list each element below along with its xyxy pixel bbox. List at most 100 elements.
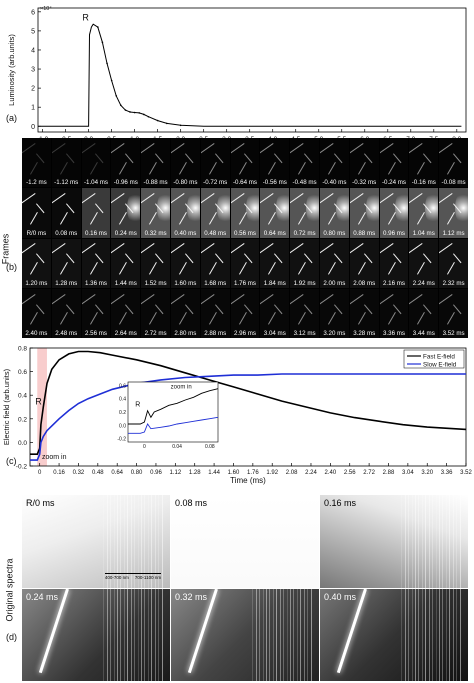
- channel-glow: [395, 190, 409, 226]
- frame-time-label: 2.16 ms: [382, 279, 405, 287]
- lightning-channel: [149, 312, 158, 325]
- spectral-line: [127, 495, 129, 588]
- inset-y-tick-label: 0.2: [119, 410, 126, 416]
- video-frame: -1.2 ms: [22, 138, 51, 188]
- lightning-channel: [439, 142, 453, 155]
- x-tick-label: 0.16: [53, 470, 65, 476]
- lightning-channel: [149, 262, 158, 275]
- video-frame: 1.36 ms: [81, 238, 111, 288]
- video-frame: 1.20 ms: [22, 238, 51, 288]
- x-tick-label: 1.44: [208, 470, 220, 476]
- spectral-line: [113, 588, 115, 681]
- lightning-channel: [319, 142, 334, 155]
- lightning-channel: [298, 262, 307, 275]
- inset-y-tick-label: 0.6: [119, 383, 126, 389]
- lightning-channel: [327, 262, 336, 275]
- video-frame: 1.68 ms: [200, 238, 230, 288]
- lightning-channel: [178, 211, 187, 225]
- frame-time-label: -0.96 ms: [113, 179, 138, 187]
- spectral-line: [279, 588, 281, 681]
- video-frame: -0.56 ms: [260, 138, 290, 188]
- spectral-line: [408, 495, 410, 588]
- frame-time-label: 0.56 ms: [233, 229, 256, 237]
- spectral-line: [276, 588, 278, 681]
- frame-time-label: 2.64 ms: [114, 330, 137, 337]
- data-point: [97, 26, 99, 28]
- video-frame: 3.28 ms: [349, 288, 379, 338]
- channel-glow: [246, 190, 260, 226]
- frame-time-label: 2.96 ms: [233, 330, 256, 337]
- spectral-line: [123, 495, 125, 588]
- video-frame: 1.28 ms: [51, 238, 81, 288]
- spectral-line: [154, 588, 156, 681]
- spectral-line: [127, 588, 129, 681]
- lightning-channel: [357, 211, 366, 225]
- data-point: [115, 94, 118, 97]
- lightning-channel: [290, 293, 304, 305]
- video-frame: 0.24 ms: [111, 188, 141, 238]
- frame-time-label: 1.44 ms: [114, 279, 137, 287]
- spectral-line: [147, 495, 149, 588]
- channel-glow: [216, 190, 230, 226]
- lightning-channel: [439, 193, 453, 205]
- x-tick-label: 0: [38, 470, 42, 476]
- lightning-channel: [81, 243, 96, 255]
- spectral-line: [418, 588, 420, 681]
- lightning-channel: [119, 161, 128, 175]
- spectral-line: [307, 588, 309, 681]
- spectral-line: [113, 495, 115, 588]
- video-frame: 2.08 ms: [349, 238, 379, 288]
- channel-glow: [276, 190, 290, 226]
- spectral-line: [130, 588, 132, 681]
- frame-time-label: 0.96 ms: [382, 229, 405, 237]
- lightning-channel: [119, 262, 128, 275]
- lightning-channel: [141, 193, 155, 205]
- spectral-lines: [252, 588, 314, 681]
- spectral-line: [161, 588, 163, 681]
- spectral-line: [432, 588, 434, 681]
- data-point: [156, 119, 159, 122]
- video-frame: 1.44 ms: [111, 238, 141, 288]
- lightning-channel: [149, 211, 158, 225]
- data-point: [179, 124, 182, 127]
- lightning-channel: [417, 262, 426, 275]
- video-frame: -0.80 ms: [170, 138, 200, 188]
- spectrum-frame: 0.16 ms: [320, 495, 468, 588]
- video-frame: -0.64 ms: [230, 138, 260, 188]
- frame-time-label: 1.12 ms: [442, 229, 465, 237]
- lightning-channel: [81, 293, 96, 305]
- lightning-channel: [268, 211, 277, 225]
- spectral-line: [425, 495, 427, 588]
- video-frame: 0.80 ms: [319, 188, 349, 238]
- y-tick-label: 1: [31, 105, 35, 112]
- frame-time-label: 0.48 ms: [204, 229, 227, 237]
- y-tick-label: 0.8: [18, 346, 27, 353]
- spectral-line: [120, 588, 122, 681]
- spectral-line: [452, 495, 454, 588]
- y-exponent: ×10⁴: [40, 5, 52, 12]
- spectral-line: [411, 495, 413, 588]
- y-tick-label: 0.2: [18, 416, 27, 423]
- spectrum-frame: 0.40 ms: [320, 588, 468, 681]
- lightning-channel: [349, 243, 364, 255]
- spectral-lines: [401, 495, 463, 588]
- lightning-channel: [447, 211, 456, 225]
- lightning-channel: [119, 312, 128, 325]
- inset-x-tick-label: 0.04: [172, 444, 182, 450]
- series-line: [30, 350, 467, 455]
- spectral-line: [137, 588, 139, 681]
- spectral-line: [411, 588, 413, 681]
- spectral-line: [123, 588, 125, 681]
- x-tick-label: 1.76: [247, 470, 259, 476]
- spectrum-time-label: R/0 ms: [26, 498, 55, 508]
- spectral-line: [435, 495, 437, 588]
- lightning-channel: [208, 312, 217, 325]
- lightning-channel: [89, 211, 98, 225]
- x-tick-label: 2.08: [286, 470, 298, 476]
- lightning-channel: [447, 161, 456, 175]
- spectral-line: [144, 495, 146, 588]
- frame-time-label: -0.80 ms: [173, 179, 198, 187]
- spectral-line: [120, 495, 122, 588]
- spectral-line: [103, 588, 105, 681]
- zoom-highlight: [37, 348, 47, 466]
